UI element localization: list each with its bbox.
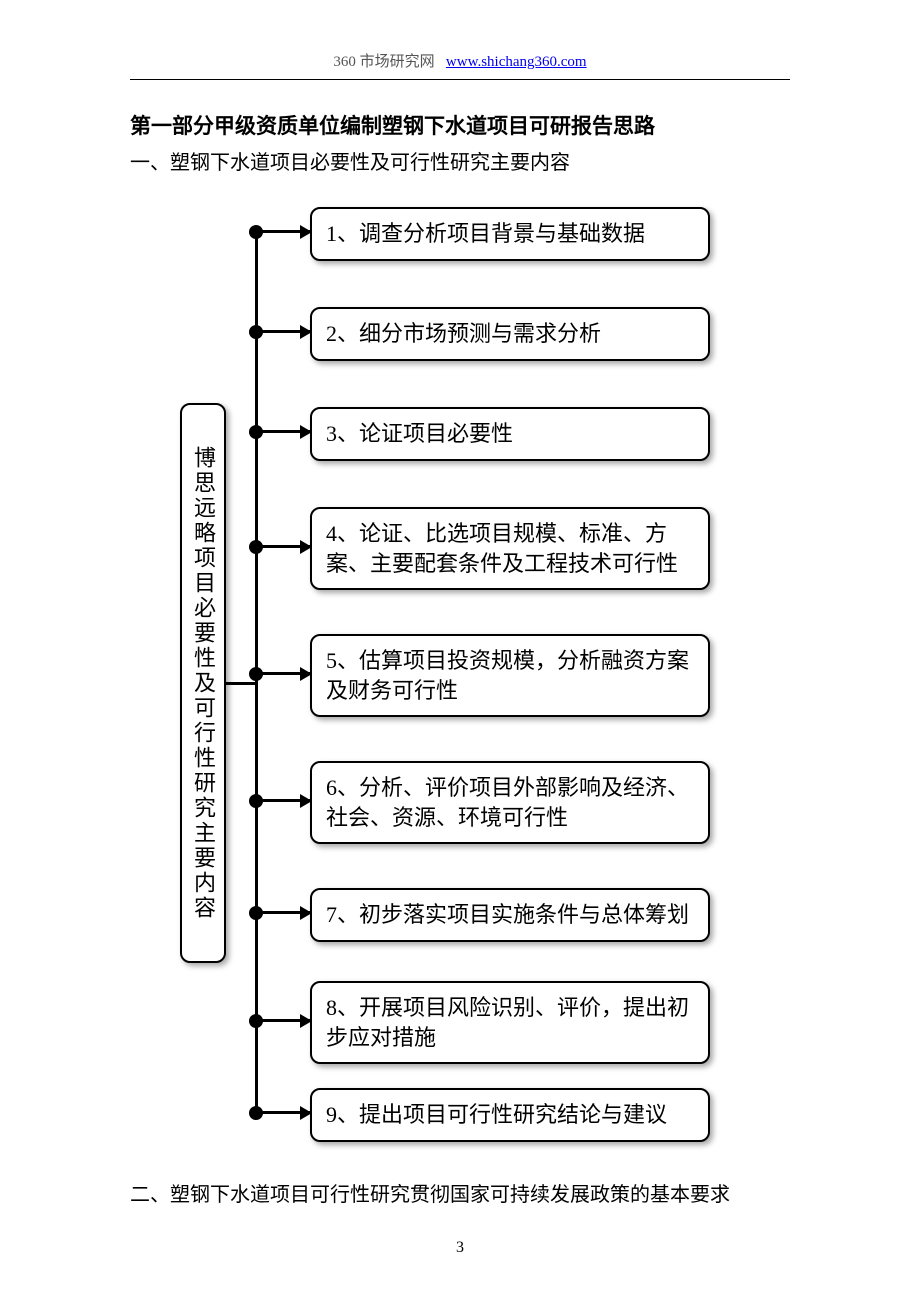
page-number: 3 (0, 1239, 920, 1257)
flowchart-step-box: 2、细分市场预测与需求分析 (310, 307, 710, 361)
flowchart-step-label: 8、开展项目风险识别、评价，提出初步应对措施 (326, 995, 689, 1050)
flowchart-step-box: 3、论证项目必要性 (310, 407, 710, 461)
site-link[interactable]: www.shichang360.com (446, 54, 587, 70)
flowchart-step-label: 4、论证、比选项目规模、标准、方案、主要配套条件及工程技术可行性 (326, 521, 678, 576)
page-content: 第一部分甲级资质单位编制塑钢下水道项目可研报告思路 一、塑钢下水道项目必要性及可… (0, 80, 920, 1139)
flowchart-step-box: 9、提出项目可行性研究结论与建议 (310, 1088, 710, 1142)
flowchart-diagram: 博思远略项目必要性及可行性研究主要内容 1、调查分析项目背景与基础数据 2、细分市… (180, 199, 790, 1139)
site-name: 360 市场研究网 (333, 54, 434, 70)
flowchart-node-dot (249, 540, 263, 554)
title-main: 第一部分甲级资质单位编制塑钢下水道项目可研报告思路 (130, 110, 790, 140)
flowchart-node-dot (249, 906, 263, 920)
title-sub-1: 一、塑钢下水道项目必要性及可行性研究主要内容 (130, 146, 790, 175)
flowchart-root-connector (226, 682, 255, 685)
flowchart-step-label: 7、初步落实项目实施条件与总体筹划 (326, 902, 689, 927)
page-header: 360 市场研究网 www.shichang360.com (0, 0, 920, 71)
flowchart-node-dot (249, 225, 263, 239)
flowchart-step-label: 9、提出项目可行性研究结论与建议 (326, 1102, 667, 1127)
title-sub-2: 二、塑钢下水道项目可行性研究贯彻国家可持续发展政策的基本要求 (130, 1178, 730, 1207)
flowchart-node-dot (249, 325, 263, 339)
flowchart-step-label: 1、调查分析项目背景与基础数据 (326, 221, 645, 246)
flowchart-step-box: 1、调查分析项目背景与基础数据 (310, 207, 710, 261)
flowchart-step-label: 6、分析、评价项目外部影响及经济、社会、资源、环境可行性 (326, 775, 689, 830)
flowchart-node-dot (249, 794, 263, 808)
flowchart-step-box: 8、开展项目风险识别、评价，提出初步应对措施 (310, 981, 710, 1064)
flowchart-step-label: 3、论证项目必要性 (326, 421, 513, 446)
flowchart-node-dot (249, 667, 263, 681)
flowchart-root-label: 博思远略项目必要性及可行性研究主要内容 (192, 446, 214, 921)
flowchart-step-label: 2、细分市场预测与需求分析 (326, 321, 601, 346)
flowchart-step-label: 5、估算项目投资规模，分析融资方案及财务可行性 (326, 648, 689, 703)
flowchart-step-box: 5、估算项目投资规模，分析融资方案及财务可行性 (310, 634, 710, 717)
flowchart-step-box: 7、初步落实项目实施条件与总体筹划 (310, 888, 710, 942)
flowchart-step-box: 4、论证、比选项目规模、标准、方案、主要配套条件及工程技术可行性 (310, 507, 710, 590)
flowchart-node-dot (249, 1106, 263, 1120)
flowchart-step-box: 6、分析、评价项目外部影响及经济、社会、资源、环境可行性 (310, 761, 710, 844)
flowchart-node-dot (249, 1014, 263, 1028)
flowchart-node-dot (249, 425, 263, 439)
flowchart-root-box: 博思远略项目必要性及可行性研究主要内容 (180, 403, 226, 963)
